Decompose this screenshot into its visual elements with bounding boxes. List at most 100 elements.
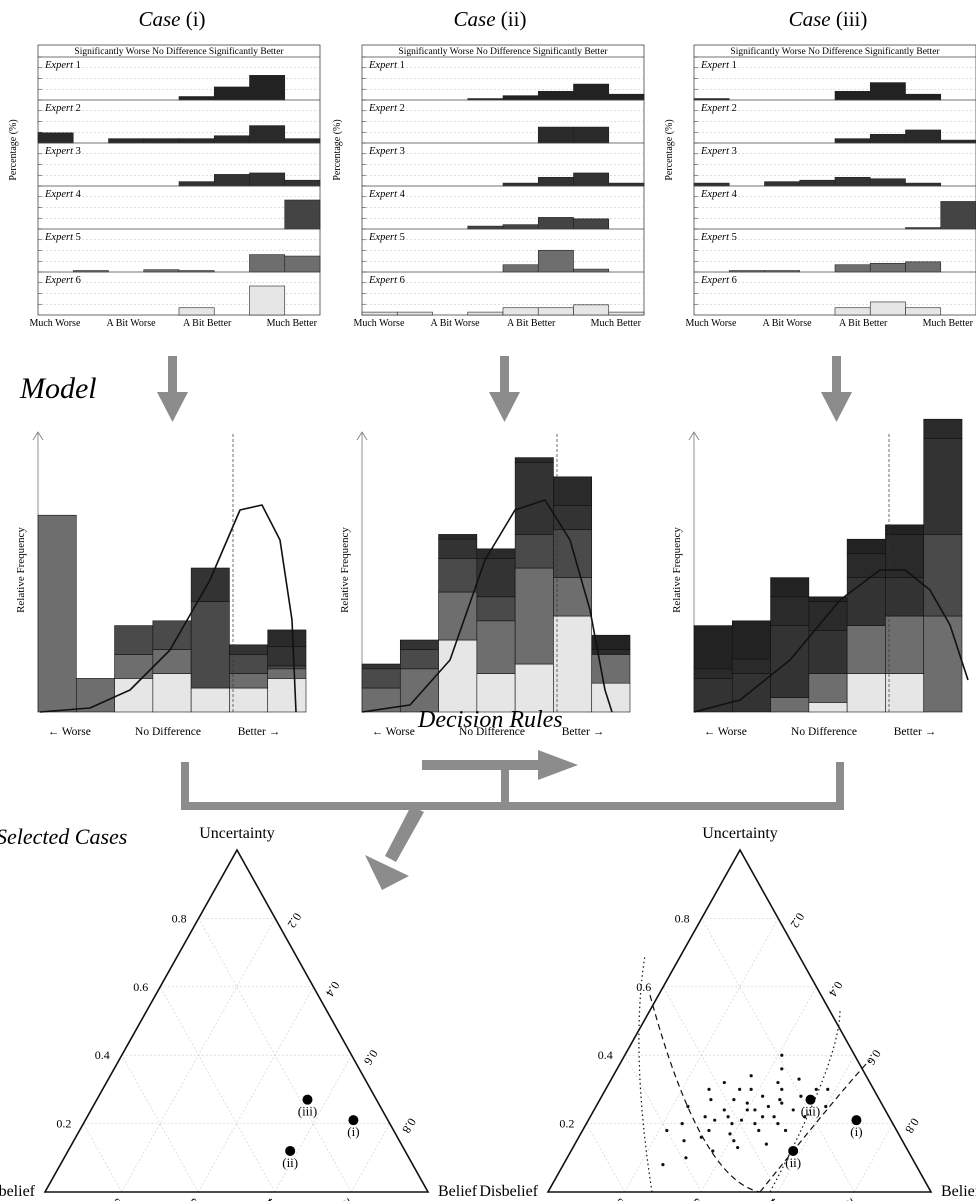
scatter-point — [776, 1122, 780, 1126]
expert-bar — [537, 91, 574, 101]
percentage-axis-label: Percentage (%) — [8, 119, 19, 180]
scatter-point — [722, 1108, 726, 1112]
expert-bar — [834, 91, 871, 101]
stacked-bar-segment — [438, 558, 478, 593]
grid-line — [83, 1123, 122, 1193]
case-title-3: Case (iii) — [789, 7, 868, 31]
percentage-axis-label: Percentage (%) — [664, 119, 675, 180]
expert-word: Expert — [44, 189, 74, 200]
expert-label: Expert 1 — [44, 60, 81, 71]
expert-bar — [573, 304, 610, 316]
stacked-bar-segment — [399, 649, 439, 670]
top-scale-label: No Difference — [808, 46, 862, 57]
scatter-point — [738, 1087, 742, 1091]
expert-bar — [905, 307, 942, 316]
stacked-bar-segment — [553, 577, 593, 617]
stacked-bar-segment — [770, 596, 810, 626]
expert-label: Expert 3 — [44, 146, 81, 157]
expert-word: Expert — [368, 146, 398, 157]
bottom-scale-label: Much Worse — [353, 318, 405, 329]
expert-number: 2 — [732, 103, 737, 114]
model-x-label: ← Worse — [704, 726, 747, 738]
scatter-point — [799, 1094, 803, 1098]
relative-frequency-label: Relative Frequency — [339, 527, 351, 613]
expert-bar — [213, 174, 250, 187]
stacked-bar-segment — [514, 663, 554, 713]
left-tick-label: 0.2 — [559, 1117, 574, 1131]
expert-number: 5 — [400, 232, 405, 243]
stacked-bar-segment — [267, 665, 307, 670]
bottom-tick-label: 0.8 — [108, 1196, 128, 1201]
opinion-triangle-left: Uncertainty Disbelief Belief 0.2 0.4 0.6 0.8 0.… — [0, 825, 478, 1201]
stacked-bar-segment — [553, 615, 593, 713]
model-x-label: No Difference — [791, 726, 857, 738]
grid-line — [700, 986, 817, 1193]
stacked-bar-segment — [114, 625, 154, 655]
stacked-bar-segment — [476, 558, 516, 598]
stacked-bar-segment — [846, 673, 886, 713]
expert-bar — [537, 307, 574, 316]
expert-bar — [502, 307, 539, 316]
stacked-bar-segment — [361, 663, 401, 670]
bottom-scale-label: Much Better — [267, 318, 318, 329]
expert-bar — [37, 132, 74, 144]
expert-bar — [940, 139, 976, 144]
expert-bar — [869, 82, 906, 101]
expert-number: 1 — [732, 60, 737, 71]
right-tick-label: 0.8 — [902, 1116, 922, 1136]
bottom-scale-label: A Bit Worse — [763, 318, 813, 329]
expert-label: Expert 5 — [368, 232, 405, 243]
fitted-curve — [39, 504, 297, 713]
expert-label: Expert 4 — [700, 189, 738, 200]
scatter-point — [764, 1142, 768, 1146]
expert-number: 5 — [732, 232, 737, 243]
bottom-tick-label: 0.4 — [262, 1196, 282, 1201]
scatter-point — [824, 1104, 828, 1109]
model-x-label: ← Worse — [48, 726, 91, 738]
bottom-tick-label: 0.2 — [338, 1196, 358, 1201]
scatter-point — [732, 1098, 736, 1102]
model-panel-3: Relative Frequency ← Worse No Difference Be… — [671, 418, 969, 738]
scatter-point — [791, 1108, 795, 1112]
stacked-bar-segment — [846, 553, 886, 578]
scatter-point — [761, 1094, 765, 1098]
stacked-bar-segment — [361, 668, 401, 689]
expert-bar — [940, 201, 976, 230]
selected-cases-label: Selected Cases — [0, 824, 127, 849]
expert-bar — [502, 182, 539, 187]
stacked-bar-segment — [846, 577, 886, 626]
scatter-point — [778, 1098, 782, 1102]
expert-word: Expert — [368, 60, 398, 71]
scatter-point — [749, 1074, 753, 1078]
triangle-frame — [43, 848, 430, 1193]
expert-bar — [108, 138, 145, 144]
stacked-bar-segment — [808, 673, 848, 703]
expert-bar — [799, 179, 836, 187]
scatter-point — [749, 1087, 753, 1091]
top-scale-label: No Difference — [152, 46, 206, 57]
expert-label: Expert 6 — [368, 275, 405, 286]
scatter-point — [707, 1087, 711, 1091]
scatter-point — [780, 1087, 784, 1091]
expert-word: Expert — [700, 60, 730, 71]
expert-bar — [213, 86, 250, 101]
expert-bar — [573, 268, 610, 273]
scatter-point — [732, 1139, 736, 1143]
stacked-bar-segment — [923, 418, 963, 439]
stacked-bar-segment — [808, 601, 848, 631]
scatter-point — [736, 1145, 740, 1150]
expert-bar — [502, 264, 539, 273]
expert-label: Expert 4 — [368, 189, 406, 200]
stacked-bar-segment — [693, 668, 733, 679]
expert-bar — [834, 307, 871, 316]
scatter-point — [776, 1080, 780, 1085]
decision-rule-curve — [638, 954, 653, 1193]
grid-line — [662, 986, 779, 1193]
grid-line — [586, 1123, 625, 1193]
stacked-bar-segment — [591, 634, 631, 650]
expert-bar — [869, 301, 906, 316]
stacked-bar-segment — [476, 548, 516, 559]
stacked-bar-segment — [923, 534, 963, 617]
apex-label-uncertainty: Uncertainty — [702, 825, 778, 842]
stacked-bar-segment — [438, 639, 478, 713]
